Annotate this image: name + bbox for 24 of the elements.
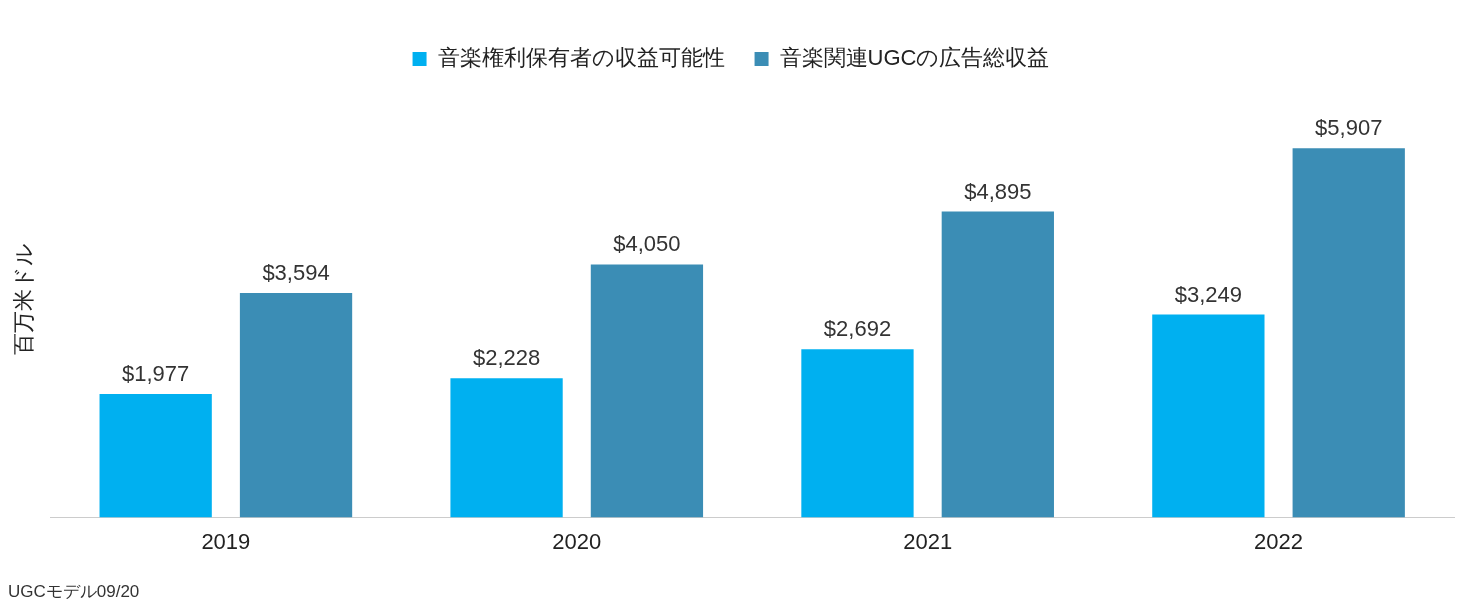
x-tick-label: 2022 <box>1254 528 1304 554</box>
data-label: $4,895 <box>964 178 1032 204</box>
bar <box>1152 314 1265 518</box>
y-axis-title: 百万米ドル <box>11 242 37 355</box>
legend-label: 音楽関連UGCの広告総収益 <box>779 45 1050 71</box>
data-label: $2,692 <box>823 316 892 342</box>
bar <box>99 394 212 518</box>
text: UGCモデル09/20 <box>8 581 141 603</box>
bar <box>450 378 563 518</box>
legend-label: 音楽権利保有者の収益可能性 <box>437 45 725 71</box>
bar <box>1292 148 1405 518</box>
bar <box>941 211 1054 518</box>
data-label: $1,977 <box>122 361 190 387</box>
data-label: $2,228 <box>472 345 541 371</box>
x-tick-label: 2020 <box>552 528 602 554</box>
data-label: $3,594 <box>262 259 330 285</box>
bar <box>239 292 353 518</box>
data-label: $4,050 <box>613 231 681 257</box>
data-label: $3,249 <box>1174 281 1243 307</box>
data-label: $5,907 <box>1315 115 1383 141</box>
x-tick-label: 2019 <box>201 528 251 554</box>
bar <box>801 349 914 518</box>
bar <box>590 264 704 518</box>
x-tick-label: 2021 <box>903 528 953 554</box>
